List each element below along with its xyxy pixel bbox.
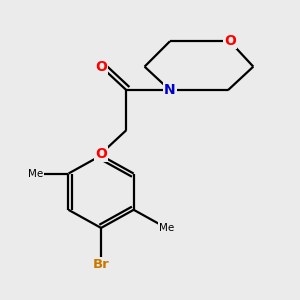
Text: Me: Me <box>159 223 174 233</box>
Text: O: O <box>224 34 236 48</box>
Text: Br: Br <box>93 258 110 271</box>
Text: O: O <box>95 147 107 160</box>
Text: N: N <box>164 83 176 97</box>
Text: O: O <box>95 60 107 74</box>
Text: Me: Me <box>28 169 44 178</box>
